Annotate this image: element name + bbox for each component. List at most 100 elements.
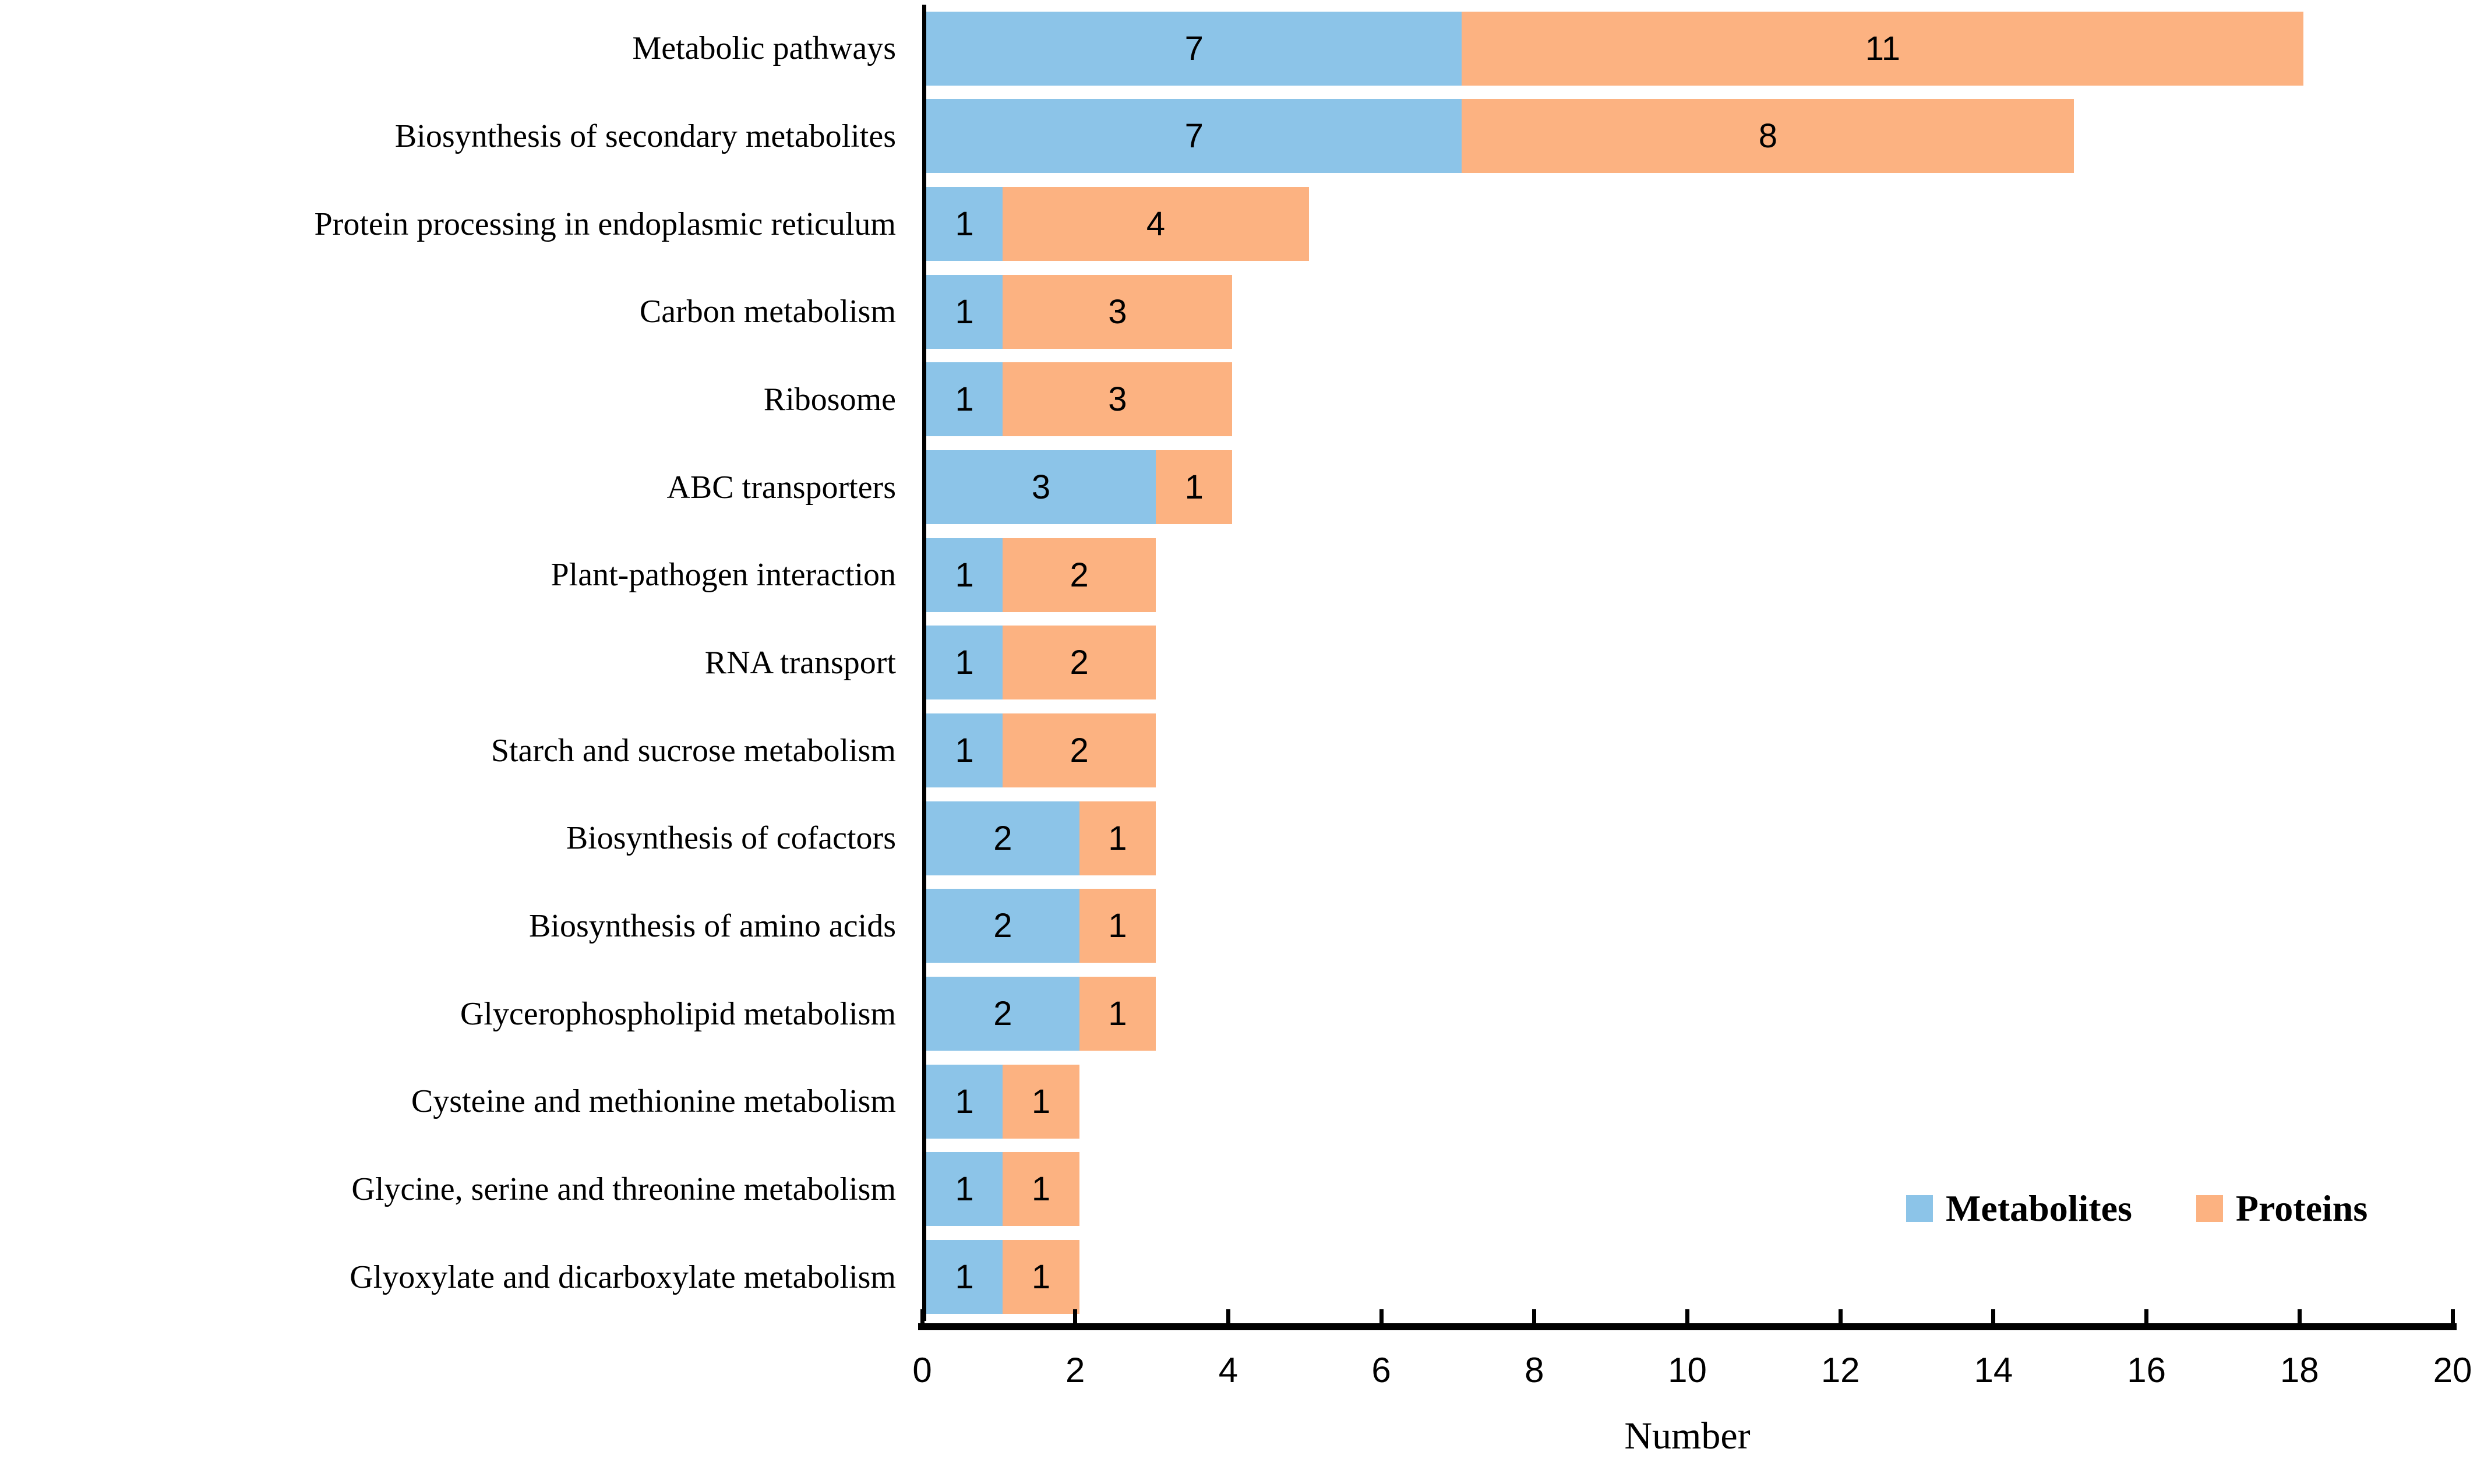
- category-label: Glyoxylate and dicarboxylate metabolism: [350, 1259, 896, 1295]
- bar-segment-metabolites: 2: [926, 889, 1079, 963]
- bar-segment-proteins: 1: [1003, 1064, 1079, 1139]
- data-label: 3: [1108, 292, 1127, 331]
- plot-area: 7 11 7 8 1 4 1 3 1 3 3 1 1 2 1 2 1 2 2 1 2 1 2 1 1 1 1 1 1 1: [922, 5, 2457, 1321]
- category-label: Biosynthesis of amino acids: [529, 907, 896, 944]
- bar-segment-metabolites: 2: [926, 801, 1079, 875]
- data-label: 2: [1070, 556, 1089, 594]
- legend: Metabolites Proteins: [1906, 1187, 2367, 1230]
- bar-segment-proteins: 2: [1003, 713, 1156, 788]
- data-label: 1: [1031, 1082, 1051, 1121]
- bar-segment-proteins: 4: [1003, 187, 1309, 262]
- category-label: Starch and sucrose metabolism: [491, 732, 896, 769]
- data-label: 1: [1184, 468, 1204, 507]
- category-label: Protein processing in endoplasmic reticu…: [314, 206, 896, 242]
- data-label: 1: [955, 644, 974, 682]
- legend-item-proteins: Proteins: [2196, 1187, 2367, 1230]
- bar-segment-proteins: 1: [1079, 889, 1156, 963]
- bar-segment-metabolites: 3: [926, 450, 1156, 525]
- x-axis-tick: [1532, 1309, 1537, 1323]
- category-label: Ribosome: [763, 381, 896, 418]
- x-axis-tick-label: 8: [1525, 1351, 1544, 1390]
- legend-label-metabolites: Metabolites: [1946, 1188, 2132, 1229]
- x-axis-tick-label: 14: [1974, 1351, 2013, 1390]
- category-label: Glycine, serine and threonine metabolism: [351, 1171, 896, 1207]
- x-axis-tick: [1226, 1309, 1230, 1323]
- data-label: 1: [955, 205, 974, 243]
- bar-segment-proteins: 1: [1079, 977, 1156, 1051]
- legend-label-proteins: Proteins: [2235, 1188, 2368, 1229]
- x-axis-tick-label: 18: [2280, 1351, 2319, 1390]
- category-label: Cysteine and methionine metabolism: [411, 1083, 896, 1120]
- data-label: 1: [955, 1170, 974, 1209]
- data-label: 7: [1184, 29, 1204, 68]
- data-label: 1: [1108, 995, 1127, 1033]
- data-label: 8: [1758, 117, 1777, 156]
- data-label: 1: [1031, 1258, 1051, 1296]
- category-label: Metabolic pathways: [632, 30, 896, 67]
- bar-segment-metabolites: 1: [926, 274, 1003, 349]
- bar-segment-proteins: 3: [1003, 362, 1233, 437]
- data-label: 7: [1184, 117, 1204, 156]
- bar-segment-proteins: 1: [1003, 1152, 1079, 1227]
- category-label: RNA transport: [704, 644, 896, 681]
- x-axis-tick: [920, 1309, 925, 1323]
- data-label: 1: [955, 292, 974, 331]
- x-axis-line: [918, 1323, 2457, 1330]
- bar-segment-proteins: 1: [1003, 1240, 1079, 1315]
- x-axis-tick: [1379, 1309, 1384, 1323]
- data-label: 11: [1865, 29, 1900, 68]
- data-label: 1: [1108, 907, 1127, 945]
- x-axis-tick: [1838, 1309, 1843, 1323]
- x-axis-tick-label: 0: [912, 1351, 932, 1390]
- category-label: Glycerophospholipid metabolism: [460, 995, 896, 1032]
- data-label: 1: [955, 380, 974, 419]
- x-axis-tick-label: 20: [2433, 1351, 2472, 1390]
- bar-segment-metabolites: 1: [926, 187, 1003, 262]
- category-label: Biosynthesis of secondary metabolites: [394, 118, 896, 154]
- data-label: 1: [955, 732, 974, 770]
- metabolites-swatch: [1906, 1195, 1933, 1222]
- data-label: 2: [993, 907, 1012, 945]
- data-label: 3: [1031, 468, 1051, 507]
- data-label: 1: [955, 556, 974, 594]
- bar-segment-metabolites: 7: [926, 11, 1462, 86]
- data-label: 1: [955, 1258, 974, 1296]
- data-label: 2: [1070, 732, 1089, 770]
- x-axis-tick-label: 16: [2127, 1351, 2166, 1390]
- x-axis-tick-label: 2: [1065, 1351, 1085, 1390]
- x-axis-tick: [2297, 1309, 2302, 1323]
- bar-segment-metabolites: 2: [926, 977, 1079, 1051]
- x-axis-tick-label: 12: [1820, 1351, 1860, 1390]
- x-axis-tick: [1991, 1309, 1996, 1323]
- stacked-bar: 7 11: [926, 11, 2304, 86]
- data-label: 1: [955, 1082, 974, 1121]
- x-axis-tick: [1073, 1309, 1078, 1323]
- data-label: 1: [1031, 1170, 1051, 1209]
- bar-segment-metabolites: 1: [926, 713, 1003, 788]
- x-axis-title: Number: [1624, 1415, 1751, 1457]
- x-axis-tick: [1685, 1309, 1689, 1323]
- data-label: 2: [1070, 644, 1089, 682]
- data-label: 3: [1108, 380, 1127, 419]
